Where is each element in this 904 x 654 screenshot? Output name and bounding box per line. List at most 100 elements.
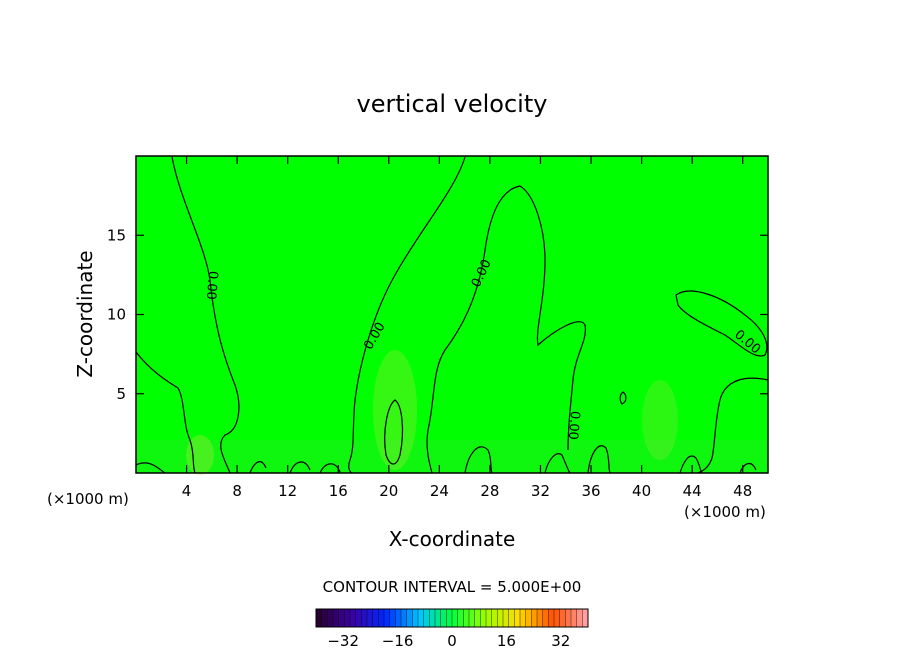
contour-lines bbox=[135, 156, 769, 474]
contour-line bbox=[697, 377, 769, 474]
contour-line bbox=[679, 455, 703, 474]
x-unit-right: (×1000 m) bbox=[684, 503, 766, 521]
colorbar-swatch bbox=[333, 609, 339, 627]
colorbar-swatch bbox=[367, 609, 373, 627]
y-axis: 5 10 15 bbox=[107, 226, 768, 403]
colorbar-swatch bbox=[355, 609, 362, 627]
contour-line bbox=[135, 462, 166, 474]
y-axis-title: Z-coordinate bbox=[73, 250, 97, 377]
x-axis: 4 8 12 16 20 24 28 32 36 40 44 48 bbox=[182, 156, 752, 500]
colorbar bbox=[315, 608, 589, 628]
colorbar-swatch bbox=[435, 609, 441, 627]
contour-line bbox=[519, 185, 587, 451]
plot-area bbox=[136, 156, 768, 475]
heatmap-updraft-core bbox=[373, 350, 417, 470]
colorbar-swatch bbox=[384, 609, 390, 627]
colorbar-swatch bbox=[554, 609, 560, 627]
x-tick-label: 16 bbox=[329, 482, 348, 500]
colorbar-swatch bbox=[525, 609, 532, 627]
colorbar-swatch bbox=[440, 609, 447, 627]
colorbar-swatch bbox=[469, 609, 475, 627]
colorbar-swatch bbox=[514, 609, 521, 627]
contour-line bbox=[289, 461, 311, 474]
colorbar-swatch bbox=[571, 609, 577, 627]
colorbar-swatch bbox=[327, 609, 334, 627]
colorbar-swatch bbox=[361, 609, 368, 627]
colorbar-swatch bbox=[321, 609, 328, 627]
chart-title: vertical velocity bbox=[357, 90, 548, 118]
colorbar-swatch bbox=[457, 609, 464, 627]
contour-interval: CONTOUR INTERVAL = 5.000E+00 bbox=[323, 578, 582, 596]
colorbar-swatch bbox=[486, 609, 492, 627]
contour-line bbox=[675, 290, 768, 357]
colorbar-swatch bbox=[503, 609, 509, 627]
colorbar-swatch bbox=[520, 609, 526, 627]
colorbar-swatch bbox=[412, 609, 419, 627]
x-tick-label: 24 bbox=[430, 482, 449, 500]
colorbar-swatch bbox=[338, 609, 345, 627]
colorbar-swatch bbox=[576, 609, 583, 627]
colorbar-tick-label: 16 bbox=[497, 632, 516, 650]
colorbar-swatch bbox=[452, 609, 458, 627]
colorbar-swatch bbox=[395, 609, 402, 627]
colorbar-swatch bbox=[344, 609, 351, 627]
x-unit-left: (×1000 m) bbox=[47, 490, 129, 508]
contour-line bbox=[171, 156, 240, 474]
colorbar-swatch bbox=[429, 609, 436, 627]
colorbar-swatch bbox=[372, 609, 379, 627]
colorbar-swatch bbox=[401, 609, 407, 627]
colorbar-swatch bbox=[423, 609, 430, 627]
contour-line bbox=[384, 399, 404, 465]
heatmap-field bbox=[136, 156, 768, 473]
colorbar-swatch bbox=[548, 609, 555, 627]
contour-line bbox=[135, 351, 196, 474]
colorbar-swatch bbox=[565, 609, 572, 627]
colorbar-swatch bbox=[406, 609, 413, 627]
colorbar-swatch bbox=[463, 609, 470, 627]
x-tick-label: 8 bbox=[232, 482, 242, 500]
colorbar-swatch bbox=[418, 609, 424, 627]
contour-line bbox=[544, 453, 571, 474]
contour-line bbox=[348, 156, 466, 474]
contour-line bbox=[426, 185, 521, 474]
x-tick-label: 4 bbox=[182, 482, 192, 500]
colorbar-frame bbox=[315, 608, 589, 628]
y-tick-label: 5 bbox=[116, 385, 126, 403]
heatmap-ground-shade bbox=[136, 440, 768, 473]
x-tick-label: 36 bbox=[581, 482, 600, 500]
colorbar-tick-label: 0 bbox=[447, 632, 457, 650]
colorbar-swatch bbox=[542, 609, 549, 627]
contour-line bbox=[587, 445, 611, 474]
colorbar-tick-label: −16 bbox=[382, 632, 414, 650]
x-tick-label: 20 bbox=[379, 482, 398, 500]
colorbar-swatch bbox=[389, 609, 396, 627]
colorbar-swatch bbox=[497, 609, 504, 627]
colorbar-swatch bbox=[316, 609, 322, 627]
colorbar-swatch bbox=[350, 609, 356, 627]
y-tick-label: 15 bbox=[107, 226, 126, 244]
contour-line bbox=[464, 446, 493, 474]
colorbar-swatch bbox=[480, 609, 487, 627]
colorbar-swatch bbox=[474, 609, 481, 627]
colorbar-swatch bbox=[559, 609, 566, 627]
colorbar-swatch bbox=[531, 609, 538, 627]
contour-line bbox=[249, 461, 267, 474]
x-tick-label: 44 bbox=[683, 482, 702, 500]
colorbar-axis: −32 −16 0 16 32 bbox=[327, 632, 570, 650]
contour-label: 0.00 bbox=[565, 410, 582, 440]
contour-label: 0.00 bbox=[203, 270, 220, 300]
colorbar-swatch bbox=[491, 609, 498, 627]
colorbar-tick-label: 32 bbox=[551, 632, 570, 650]
colorbar-swatch bbox=[537, 609, 543, 627]
colorbar-tick-label: −32 bbox=[327, 632, 359, 650]
x-axis-title: X-coordinate bbox=[389, 527, 516, 551]
heatmap-updraft-right bbox=[642, 380, 678, 460]
colorbar-swatch bbox=[378, 609, 385, 627]
x-tick-label: 32 bbox=[531, 482, 550, 500]
y-tick-label: 10 bbox=[107, 306, 126, 324]
colorbar-swatch bbox=[446, 609, 453, 627]
colorbar-swatch bbox=[508, 609, 515, 627]
colorbar-swatch bbox=[582, 609, 589, 627]
x-tick-label: 12 bbox=[278, 482, 297, 500]
